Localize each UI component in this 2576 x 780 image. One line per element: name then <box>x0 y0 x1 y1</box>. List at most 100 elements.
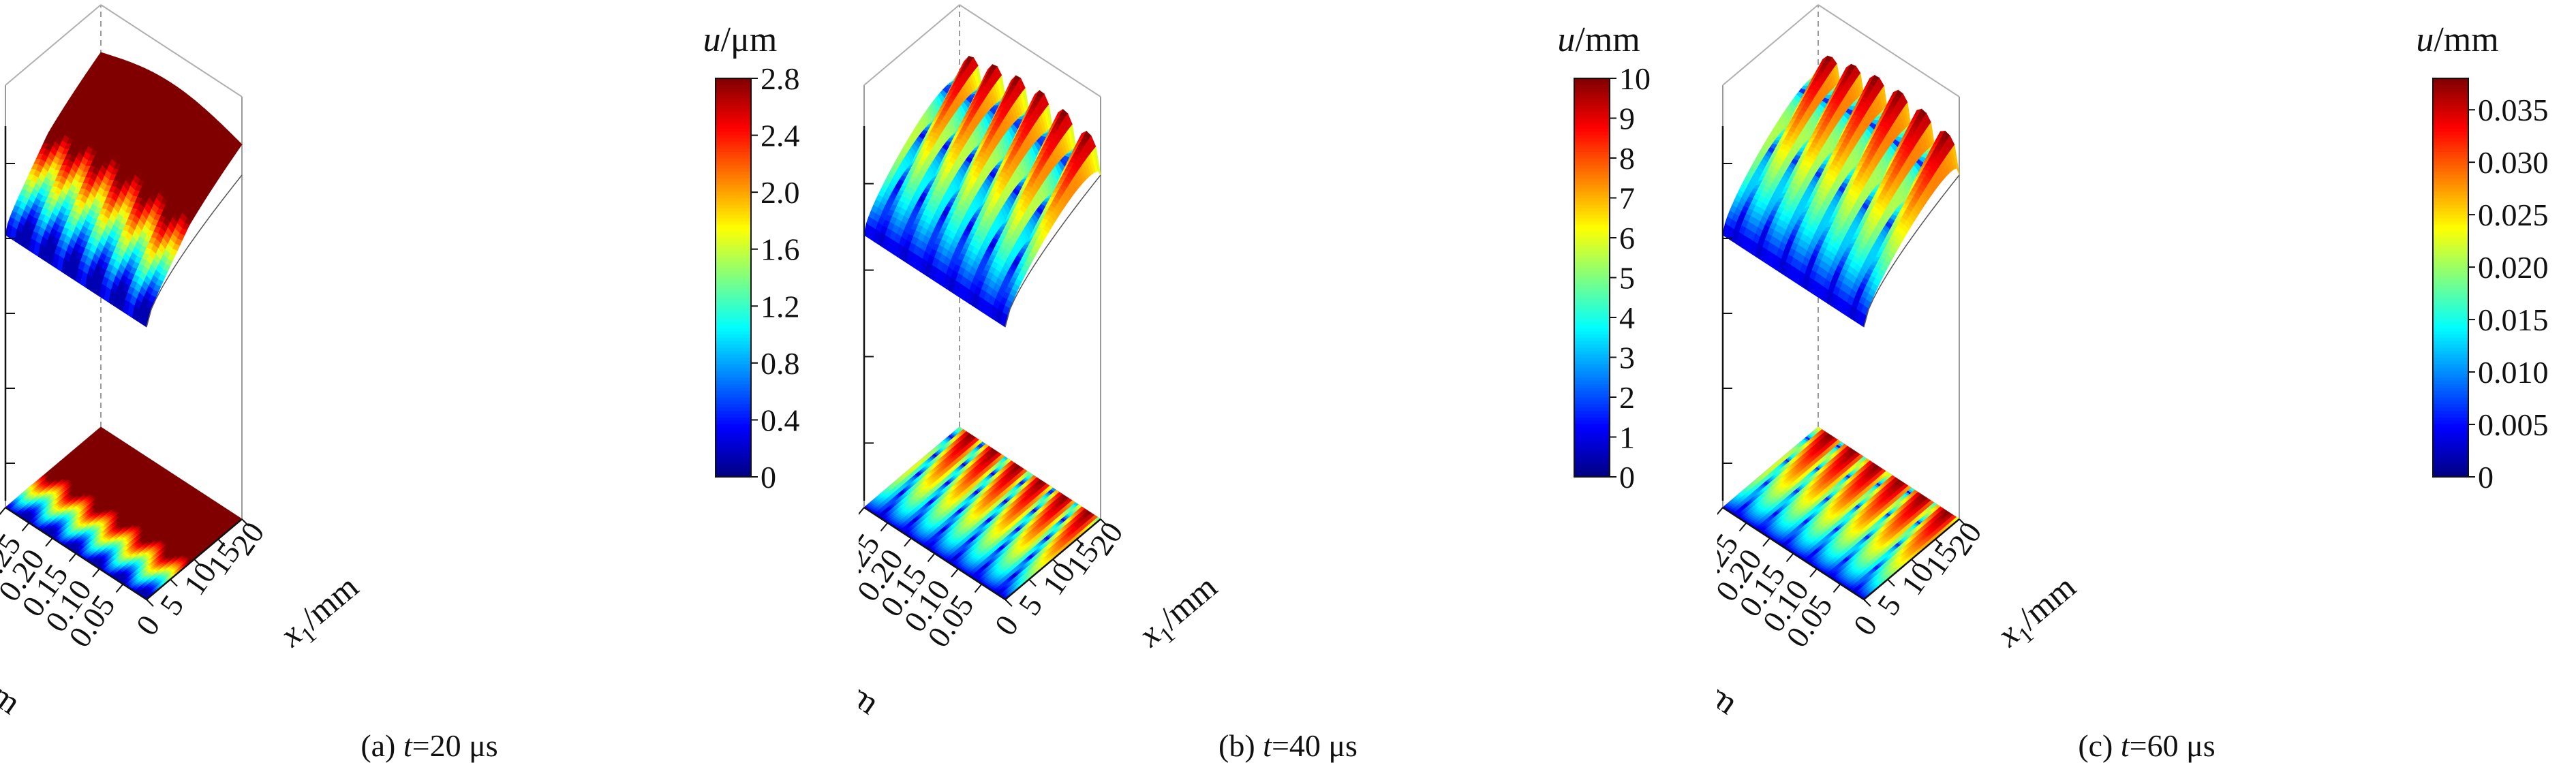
wall-edge <box>5 4 102 86</box>
colorbar-segment <box>716 373 751 378</box>
colorbar-segment <box>716 324 751 328</box>
colorbar-segment <box>716 211 751 215</box>
colorbar-tick-label: 0.4 <box>761 403 800 437</box>
colorbar-segment <box>716 201 751 205</box>
colorbar: 2.82.42.01.61.20.80.40u/μm <box>703 20 800 495</box>
colorbar-segment <box>716 314 751 318</box>
colorbar-segment <box>716 102 751 106</box>
colorbar-segment <box>716 141 751 146</box>
colorbar-segment <box>716 84 751 89</box>
colorbar-segment <box>716 191 751 196</box>
colorbar-segment <box>716 128 751 132</box>
colorbar-segment <box>716 251 751 255</box>
colorbar-segment <box>716 221 751 225</box>
colorbar-segment <box>716 138 751 142</box>
x1-tick <box>170 578 178 587</box>
colorbar-segment <box>716 467 751 471</box>
colorbar-label-var: u <box>703 20 721 59</box>
colorbar-segment <box>716 204 751 208</box>
colorbar-segment <box>716 228 751 232</box>
x1-axis-label: x1/mm <box>272 567 369 659</box>
colorbar-segment <box>716 317 751 322</box>
colorbar-segment <box>716 453 751 458</box>
colorbar-segment <box>716 258 751 262</box>
colorbar-segment <box>716 364 751 368</box>
colorbar-segment <box>716 330 751 334</box>
colorbar-segment <box>716 125 751 129</box>
colorbar-tick-label: 2.0 <box>761 175 800 210</box>
colorbar-segment <box>716 98 751 102</box>
caption-a: (a) t=20 μs <box>0 728 859 764</box>
colorbar-segment <box>716 171 751 175</box>
colorbar-segment <box>716 198 751 202</box>
colorbar-segment <box>716 377 751 381</box>
colorbar-segment <box>716 341 751 345</box>
x2-tick <box>68 552 77 563</box>
colorbar-segment <box>716 158 751 162</box>
colorbar-segment <box>716 247 751 252</box>
panel-b: 1260−6u/μm0.300.250.200.150.100.05x2/mm0… <box>859 0 1717 780</box>
x2-axis-label-unit: /mm <box>0 655 28 722</box>
colorbar-segment <box>716 397 751 401</box>
colorbar-segment <box>716 234 751 238</box>
colorbar-segment <box>716 407 751 411</box>
colorbar-segment <box>716 327 751 332</box>
colorbar-segment <box>716 114 751 119</box>
colorbar-segment <box>716 380 751 385</box>
colorbar-segment <box>716 437 751 441</box>
colorbar-segment <box>716 337 751 341</box>
surface-plot-a: 420−2−4u/μm0.300.250.200.150.100.05x2/mm… <box>0 4 800 722</box>
colorbar-segment <box>716 244 751 249</box>
colorbar-segment <box>716 118 751 122</box>
colorbar-segment <box>716 360 751 364</box>
colorbar-segment <box>716 270 751 275</box>
colorbar-segment <box>716 354 751 358</box>
colorbar-segment <box>716 390 751 394</box>
colorbar-segment <box>716 131 751 136</box>
colorbar-segment <box>716 208 751 212</box>
x1-tick <box>146 599 154 607</box>
colorbar-segment <box>716 463 751 467</box>
colorbar-label-unit: /μm <box>721 20 778 59</box>
colorbar-segment <box>716 281 751 285</box>
colorbar-segment <box>716 178 751 182</box>
colorbar-segment <box>716 440 751 444</box>
colorbar-segment <box>716 151 751 155</box>
colorbar-segment <box>716 450 751 454</box>
colorbar-segment <box>716 264 751 268</box>
colorbar-segment <box>716 424 751 428</box>
x1-tick-label: 5 <box>153 589 190 621</box>
x2-tick <box>115 583 124 593</box>
colorbar-segment <box>716 371 751 375</box>
colorbar-segment <box>716 214 751 219</box>
colorbar-segment <box>716 304 751 308</box>
colorbar-segment <box>716 164 751 169</box>
colorbar-segment <box>716 168 751 172</box>
colorbar-segment <box>716 350 751 355</box>
colorbar-segment <box>716 400 751 405</box>
colorbar-segment <box>716 174 751 178</box>
floor-contour-map <box>5 426 243 600</box>
colorbar-segment <box>716 430 751 435</box>
colorbar-segment <box>716 394 751 398</box>
x2-tick <box>21 522 30 532</box>
caption-var: t <box>403 728 412 763</box>
colorbar-segment <box>716 148 751 152</box>
colorbar-segment <box>716 161 751 166</box>
colorbar-segment <box>716 294 751 298</box>
colorbar-segment <box>716 88 751 93</box>
colorbar-segment <box>716 121 751 125</box>
colorbar-segment <box>716 108 751 112</box>
colorbar-segment <box>716 460 751 465</box>
colorbar-segment <box>716 134 751 139</box>
colorbar-segment <box>716 217 751 222</box>
colorbar-segment <box>716 274 751 279</box>
x1-tick-label: 0 <box>129 609 166 642</box>
colorbar-segment <box>716 297 751 302</box>
caption-label: (a) <box>361 728 396 763</box>
colorbar-segment <box>716 144 751 149</box>
colorbar-segment <box>716 91 751 95</box>
x2-axis-label: x2/mm <box>0 639 28 722</box>
colorbar-segment <box>716 238 751 242</box>
